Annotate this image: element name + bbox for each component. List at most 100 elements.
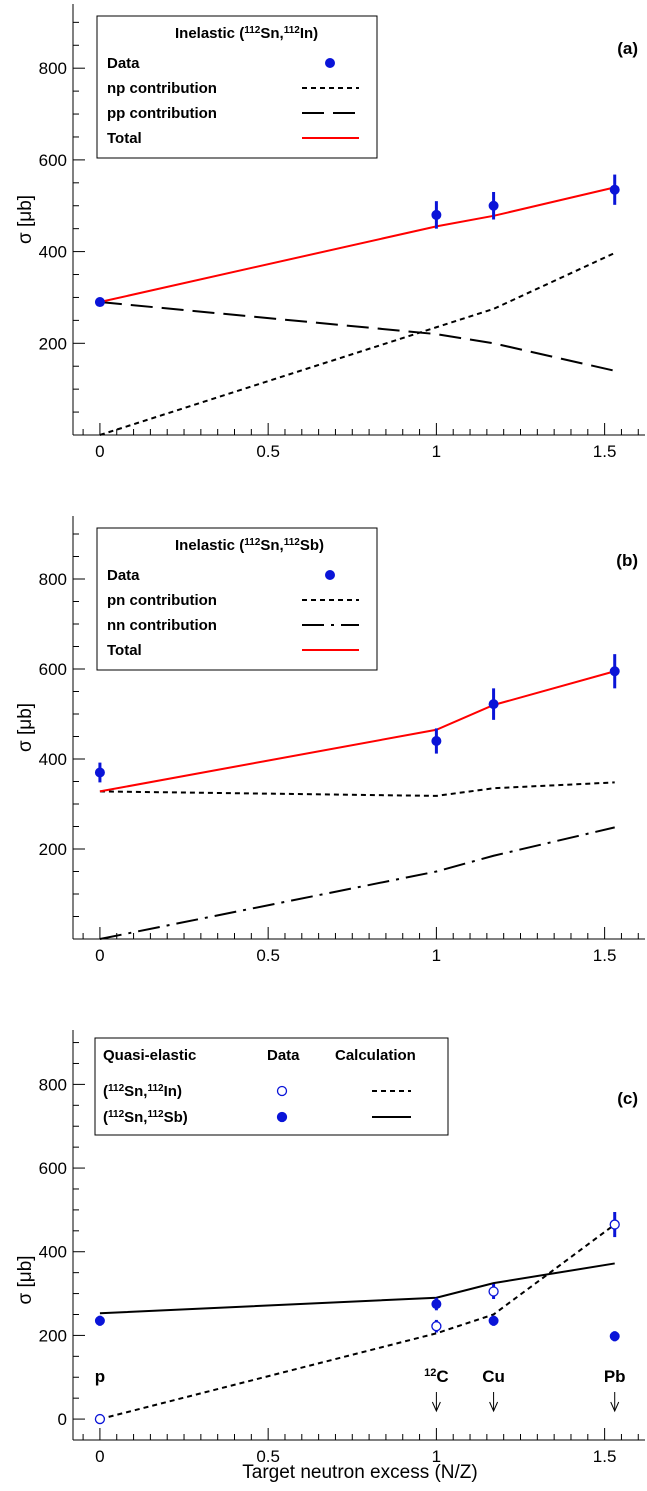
text-span: Inelastic ( bbox=[175, 537, 244, 554]
series-line-dotted bbox=[99, 781, 615, 797]
legend-entry-label: np contribution bbox=[107, 80, 217, 97]
legend-marker-filled bbox=[276, 1111, 288, 1123]
text-span: ( bbox=[103, 1109, 108, 1126]
series-line-dashdot bbox=[99, 826, 615, 940]
superscript: 112 bbox=[244, 537, 261, 548]
superscript: 112 bbox=[108, 1083, 125, 1094]
text-span: Sn, bbox=[124, 1109, 147, 1126]
series-line-dotted bbox=[99, 1223, 616, 1421]
x-tick-label: 1 bbox=[432, 946, 441, 965]
data-point bbox=[488, 699, 499, 710]
legend-entry-label: Data bbox=[107, 567, 140, 584]
target-label-text: Pb bbox=[604, 1367, 626, 1386]
y-tick-label: 200 bbox=[39, 1326, 67, 1345]
legend-marker-data bbox=[325, 58, 335, 68]
text-span: Sb) bbox=[164, 1109, 188, 1126]
data-point-open bbox=[609, 1219, 620, 1230]
series-line-solid bbox=[99, 186, 615, 304]
legend-header: Quasi-elastic bbox=[103, 1047, 196, 1064]
text-span: Sn, bbox=[260, 537, 283, 554]
data-point bbox=[431, 736, 442, 746]
legend-box bbox=[94, 1037, 449, 1136]
data-point-filled bbox=[94, 1315, 105, 1326]
legend-entry-label: pn contribution bbox=[107, 592, 217, 609]
target-label-text: 12C bbox=[424, 1367, 449, 1386]
legend-entry-label: Data bbox=[107, 55, 140, 72]
data-point-filled bbox=[488, 1315, 499, 1326]
legend-entry-label: Total bbox=[107, 642, 142, 659]
x-tick-label: 0 bbox=[95, 1447, 104, 1466]
y-tick-label: 400 bbox=[39, 1243, 67, 1262]
y-tick-label: 600 bbox=[39, 660, 67, 679]
y-axis-title: σ [μb] bbox=[15, 703, 36, 752]
data-point bbox=[94, 767, 105, 778]
legend-header: Calculation bbox=[335, 1047, 416, 1064]
y-tick-label: 600 bbox=[39, 1159, 67, 1178]
x-tick-label: 1.5 bbox=[593, 442, 617, 461]
superscript: 112 bbox=[284, 537, 301, 548]
superscript: 12 bbox=[424, 1367, 436, 1379]
superscript: 112 bbox=[147, 1083, 164, 1094]
panel-label: (c) bbox=[617, 1089, 638, 1108]
x-tick-label: 0.5 bbox=[256, 442, 280, 461]
text-span: Sb) bbox=[300, 537, 324, 554]
legend-row-label: (112Sn,112Sb) bbox=[103, 1109, 188, 1127]
x-tick-label: 1.5 bbox=[593, 1447, 617, 1466]
y-tick-label: 200 bbox=[39, 334, 67, 353]
series-line-dashed bbox=[99, 301, 615, 372]
y-tick-label: 0 bbox=[58, 1410, 67, 1429]
data-point bbox=[609, 184, 620, 195]
target-label-cu: Cu bbox=[482, 1367, 505, 1413]
series-line-solid bbox=[99, 670, 615, 793]
superscript: 112 bbox=[108, 1109, 125, 1120]
y-tick-label: 800 bbox=[39, 570, 67, 589]
y-tick-label: 800 bbox=[39, 1075, 67, 1094]
down-arrow-icon bbox=[431, 1401, 441, 1413]
series-line-dotted bbox=[99, 252, 616, 436]
legend-entry-label: pp contribution bbox=[107, 105, 217, 122]
legend: Quasi-elastic Data Calculation(112Sn,112In… bbox=[94, 1037, 449, 1136]
x-tick-label: 1.5 bbox=[593, 946, 617, 965]
text-span: ( bbox=[103, 1083, 108, 1100]
legend-row-label: (112Sn,112In) bbox=[103, 1083, 182, 1101]
data-point-filled bbox=[609, 1331, 620, 1342]
data-point-open bbox=[94, 1413, 106, 1425]
target-label-text: Cu bbox=[482, 1367, 505, 1386]
data-point bbox=[94, 297, 105, 308]
target-label-c: 12C bbox=[424, 1367, 449, 1413]
data-point bbox=[488, 200, 499, 211]
text-span: Sn, bbox=[260, 25, 283, 42]
y-tick-label: 400 bbox=[39, 243, 67, 262]
legend-title: Inelastic (112Sn,112In) bbox=[175, 25, 318, 43]
text-span: In) bbox=[164, 1083, 182, 1100]
y-axis-title: σ [μb] bbox=[15, 195, 36, 244]
y-tick-label: 400 bbox=[39, 750, 67, 769]
down-arrow-icon bbox=[489, 1401, 499, 1413]
data-point bbox=[609, 666, 620, 677]
legend-header: Data bbox=[267, 1047, 300, 1064]
chart-panel-a: 0 0.5 1 1.5 200 400 600 800 σ [μb] (a) Inelastic (… bbox=[15, 4, 645, 461]
legend: Inelastic (112Sn,112In) Data np contributi… bbox=[96, 15, 378, 159]
legend-marker-open bbox=[276, 1085, 288, 1097]
y-tick-label: 800 bbox=[39, 59, 67, 78]
legend-marker-data bbox=[325, 570, 335, 580]
text-span: Inelastic ( bbox=[175, 25, 244, 42]
target-label-pb: Pb bbox=[604, 1367, 626, 1413]
text-span: Sn, bbox=[124, 1083, 147, 1100]
y-tick-label: 200 bbox=[39, 840, 67, 859]
chart-panel-b: 0 0.5 1 1.5 200 400 600 800 σ [μb] (b) Inelastic (… bbox=[15, 516, 645, 965]
x-axis-title: Target neutron excess (N/Z) bbox=[242, 1462, 477, 1483]
target-label-p: p bbox=[95, 1367, 105, 1386]
target-name: C bbox=[436, 1367, 448, 1386]
data-point-open bbox=[431, 1321, 442, 1332]
data-point bbox=[431, 209, 442, 220]
data-point-open bbox=[488, 1286, 499, 1297]
x-tick-label: 1 bbox=[432, 1447, 441, 1466]
x-tick-label: 0.5 bbox=[256, 946, 280, 965]
text-span: In) bbox=[300, 25, 318, 42]
superscript: 112 bbox=[147, 1109, 164, 1120]
x-tick-label: 0 bbox=[95, 442, 104, 461]
legend-entry-label: Total bbox=[107, 130, 142, 147]
